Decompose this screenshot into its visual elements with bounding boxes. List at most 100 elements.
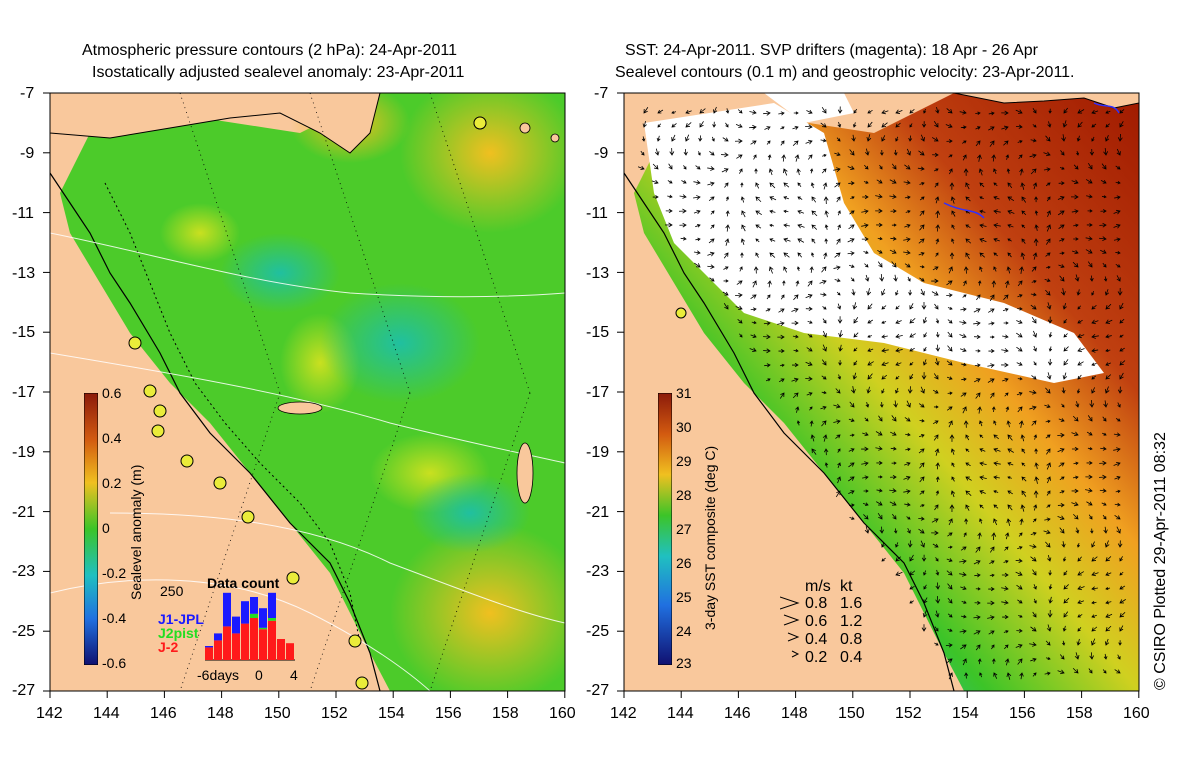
velocity-arrow	[945, 123, 953, 128]
velocity-arrow	[1034, 210, 1039, 216]
velocity-arrow	[853, 108, 858, 114]
velocity-arrow	[1061, 134, 1066, 142]
velocity-arrow	[993, 504, 999, 509]
velocity-arrow	[890, 209, 897, 214]
velocity-arrow	[793, 348, 799, 353]
velocity-arrow	[1091, 305, 1097, 310]
velocity-arrow	[890, 475, 897, 480]
velocity-arrow	[1057, 432, 1065, 438]
velocity-arrow	[934, 504, 939, 511]
velocity-arrow	[948, 154, 953, 158]
velocity-arrow	[919, 476, 925, 483]
velocity-arrow	[1077, 556, 1082, 562]
velocity-arrow	[740, 252, 744, 258]
velocity-arrow	[960, 125, 967, 130]
velocity-arrow	[951, 476, 955, 482]
velocity-arrow	[987, 378, 995, 383]
velocity-arrow	[1114, 195, 1121, 200]
velocity-arrow	[919, 182, 925, 186]
velocity-arrow	[740, 238, 746, 246]
velocity-arrow	[793, 111, 799, 115]
velocity-arrow	[1059, 490, 1065, 494]
velocity-arrow	[1105, 348, 1111, 353]
velocity-arrow	[669, 148, 675, 156]
velocity-arrow	[1006, 518, 1012, 526]
velocity-arrow	[907, 527, 911, 534]
velocity-arrow	[1046, 504, 1051, 508]
velocity-arrow	[893, 274, 898, 282]
velocity-arrow	[963, 420, 969, 428]
velocity-arrow	[993, 252, 998, 257]
velocity-arrow	[1115, 165, 1121, 170]
velocity-arrow	[905, 210, 911, 214]
velocity-arrow	[909, 585, 915, 590]
velocity-arrow	[835, 434, 841, 439]
velocity-arrow	[965, 252, 970, 260]
velocity-arrow	[821, 266, 827, 273]
velocity-arrow	[1015, 124, 1023, 129]
velocity-arrow	[946, 570, 953, 576]
left-cb-tick: 0	[102, 520, 110, 536]
velocity-arrow	[1017, 406, 1023, 413]
velocity-arrow	[903, 475, 911, 481]
velocity-arrow	[1020, 252, 1026, 260]
velocity-arrow	[959, 110, 967, 115]
velocity-arrow	[695, 224, 701, 228]
velocity-arrow	[904, 164, 911, 170]
velocity-arrow	[1016, 584, 1023, 590]
velocity-arrow	[695, 237, 701, 242]
velocity-arrow	[1048, 570, 1052, 576]
velocity-arrow	[1085, 474, 1093, 480]
velocity-arrow	[722, 291, 729, 296]
velocity-arrow	[783, 266, 788, 273]
velocity-arrow	[906, 516, 911, 520]
velocity-arrow	[1101, 195, 1107, 199]
y-tick-label: -21	[12, 504, 36, 521]
velocity-arrow	[875, 193, 883, 199]
y-tick-label: -19	[586, 444, 610, 461]
velocity-arrow	[947, 583, 953, 590]
left-cb-tick: -0.6	[102, 655, 127, 671]
velocity-arrow	[979, 266, 983, 272]
velocity-arrow	[1100, 249, 1107, 254]
velocity-arrow	[1119, 109, 1125, 114]
velocity-arrow	[879, 164, 883, 170]
velocity-arrow	[881, 288, 886, 296]
x-tick-label: 160	[1123, 705, 1150, 722]
velocity-arrow	[1116, 526, 1121, 534]
velocity-arrow	[822, 434, 828, 442]
velocity-arrow	[948, 672, 953, 680]
inset-bar-green	[250, 613, 258, 618]
velocity-arrow	[1063, 346, 1069, 352]
velocity-arrow	[909, 108, 915, 114]
velocity-arrow	[961, 600, 967, 604]
velocity-arrow	[697, 151, 701, 156]
x-tick-label: 156	[1009, 705, 1036, 722]
velocity-arrow	[989, 140, 995, 147]
velocity-arrow	[947, 391, 953, 395]
velocity-arrow	[1062, 640, 1066, 646]
velocity-arrow	[1104, 386, 1110, 394]
speed-key-kt: 1.6	[840, 595, 863, 612]
velocity-arrow	[680, 236, 687, 241]
velocity-arrow	[1032, 124, 1037, 128]
velocity-arrow	[1005, 406, 1010, 412]
velocity-arrow	[904, 417, 911, 422]
velocity-arrow	[1047, 610, 1053, 618]
velocity-arrow	[875, 208, 883, 214]
velocity-arrow	[1071, 209, 1079, 214]
velocity-arrow	[755, 182, 760, 189]
velocity-arrow	[765, 308, 771, 312]
velocity-arrow	[1033, 490, 1039, 498]
velocity-arrow	[933, 373, 939, 380]
velocity-arrow	[935, 210, 941, 219]
velocity-arrow	[833, 403, 841, 409]
velocity-arrow	[890, 236, 897, 241]
velocity-arrow	[865, 401, 870, 408]
velocity-arrow	[1105, 587, 1111, 591]
velocity-arrow	[1017, 658, 1023, 665]
inset-x-label: -6days	[197, 667, 240, 683]
velocity-arrow	[893, 400, 898, 408]
velocity-arrow	[979, 252, 986, 258]
velocity-arrow	[707, 181, 715, 187]
